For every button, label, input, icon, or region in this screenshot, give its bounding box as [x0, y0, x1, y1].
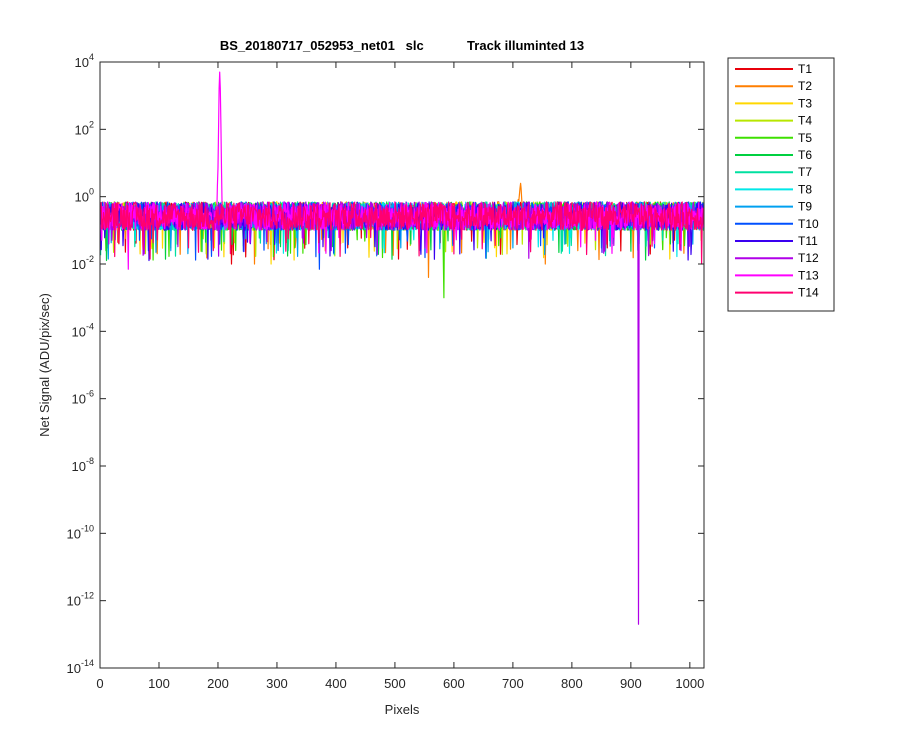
x-tick-label: 1000	[675, 676, 704, 691]
y-tick-label: 10-8	[72, 456, 94, 474]
y-tick-base: 10	[67, 526, 81, 541]
y-tick-label: 10-14	[67, 658, 94, 676]
legend-label: T11	[798, 234, 818, 248]
y-tick-base: 10	[72, 324, 86, 339]
x-tick-label: 400	[325, 676, 347, 691]
legend-label: T1	[798, 62, 812, 76]
legend-label: T7	[798, 165, 812, 179]
plot-frame	[99, 61, 705, 669]
x-axis-label: Pixels	[385, 702, 420, 717]
y-tick-label: 10-2	[72, 254, 94, 272]
y-tick-label: 10-12	[67, 591, 94, 609]
legend-label: T4	[798, 114, 812, 128]
chart-title: BS_20180717_052953_net01 slc Track illum…	[220, 38, 584, 53]
legend-label: T13	[798, 268, 819, 282]
x-tick-label: 600	[443, 676, 465, 691]
plot-area	[100, 62, 704, 668]
y-tick-label: 104	[75, 52, 94, 70]
legend-box	[727, 57, 835, 312]
y-tick-label: 10-6	[72, 389, 94, 407]
y-tick-exponent: -12	[81, 591, 94, 601]
y-tick-base: 10	[72, 392, 86, 407]
y-tick-base: 10	[67, 661, 81, 676]
x-tick-label: 0	[96, 676, 103, 691]
y-tick-label: 10-4	[72, 321, 94, 339]
y-tick-base: 10	[75, 190, 89, 205]
legend-label: T9	[798, 200, 812, 214]
legend: T1 T2 T3 T4 T5 T6 T7 T8 T9 T10 T11 T12 T13 T14	[727, 57, 835, 312]
y-tick-exponent: -14	[81, 658, 94, 668]
legend-label: T14	[798, 286, 819, 300]
legend-label: T12	[798, 251, 819, 265]
y-tick-exponent: -10	[81, 523, 94, 533]
x-tick-label: 100	[148, 676, 170, 691]
y-tick-exponent: -8	[86, 456, 94, 466]
y-tick-base: 10	[72, 459, 86, 474]
y-tick-exponent: -2	[86, 254, 94, 264]
x-axis: 0 100 200 300 400 500 600 700 800 900 1000	[96, 62, 704, 691]
y-tick-exponent: 4	[89, 52, 94, 62]
x-tick-label: 500	[384, 676, 406, 691]
y-tick-exponent: -6	[86, 389, 94, 399]
x-tick-label: 900	[620, 676, 642, 691]
x-tick-label: 200	[207, 676, 229, 691]
y-tick-base: 10	[75, 55, 89, 70]
legend-label: T10	[798, 217, 819, 231]
y-tick-label: 10-10	[67, 523, 94, 541]
y-tick-exponent: 2	[89, 119, 94, 129]
y-tick-exponent: -4	[86, 321, 94, 331]
legend-label: T3	[798, 96, 812, 110]
y-axis-label: Net Signal (ADU/pix/sec)	[37, 293, 52, 437]
legend-label: T8	[798, 182, 812, 196]
y-tick-base: 10	[67, 594, 81, 609]
x-tick-label: 800	[561, 676, 583, 691]
legend-label: T5	[798, 131, 812, 145]
y-tick-label: 100	[75, 187, 94, 205]
y-tick-base: 10	[72, 257, 86, 272]
y-tick-base: 10	[75, 122, 89, 137]
x-tick-label: 700	[502, 676, 524, 691]
legend-label: T6	[798, 148, 812, 162]
legend-label: T2	[798, 79, 812, 93]
series-layer	[100, 71, 704, 625]
y-tick-exponent: 0	[89, 187, 94, 197]
x-tick-label: 300	[266, 676, 288, 691]
y-tick-label: 102	[75, 119, 94, 137]
series-line-t14	[100, 201, 704, 265]
